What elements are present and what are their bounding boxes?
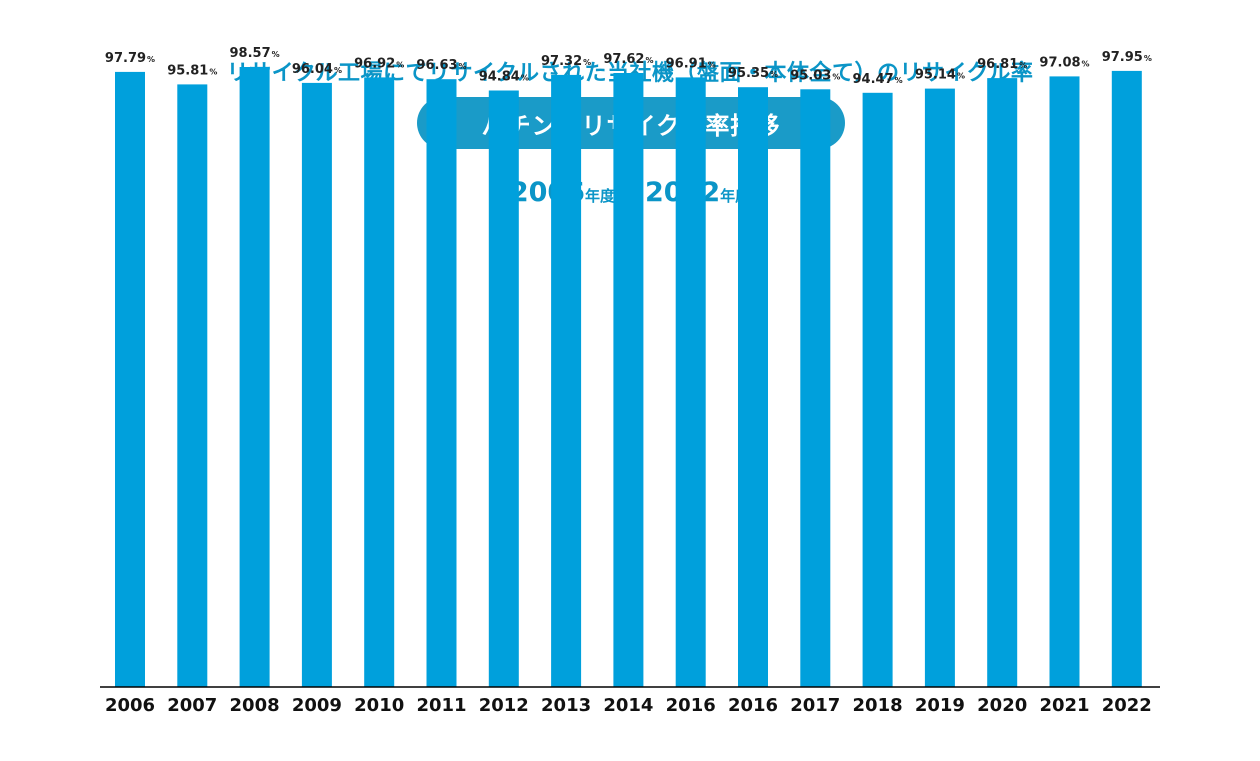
value-label-2020: 96.81% xyxy=(977,57,1027,72)
value-label-2019: 95.14% xyxy=(915,68,965,83)
bar-2011 xyxy=(426,79,457,687)
bar-2020 xyxy=(987,78,1018,688)
bar-2016 xyxy=(738,87,768,687)
x-tick-label-2010: 2010 xyxy=(354,695,404,716)
bar-2021 xyxy=(1049,76,1080,687)
x-tick-label-2007: 2007 xyxy=(167,695,217,716)
value-labels-group: 97.79% 95.81% 98.57% 96.04% 96.92% 96.63% 94.8… xyxy=(105,46,1152,87)
value-label-2022: 97.95% xyxy=(1102,50,1152,65)
x-tick-label-2014: 2014 xyxy=(603,695,653,716)
bar-2010 xyxy=(364,77,395,687)
x-tick-label-2021: 2021 xyxy=(1039,695,1089,716)
bar-2007 xyxy=(177,84,208,687)
bar-2014 xyxy=(613,73,644,687)
x-tick-label-2011: 2011 xyxy=(416,695,466,716)
bar-2016 xyxy=(675,77,706,687)
value-label-2012: 94.84% xyxy=(479,70,529,85)
value-label-2013: 97.32% xyxy=(541,54,591,69)
x-tick-label-2016: 2016 xyxy=(728,695,778,716)
bar-2009 xyxy=(301,82,332,687)
x-tick-label-2006: 2006 xyxy=(105,695,155,716)
x-tick-label-2008: 2008 xyxy=(230,695,280,716)
bar-2008 xyxy=(239,67,270,687)
x-tick-label-2017: 2017 xyxy=(790,695,840,716)
x-tick-label-2013: 2013 xyxy=(541,695,591,716)
x-tick-label-2012: 2012 xyxy=(479,695,529,716)
value-label-2010: 96.92% xyxy=(354,56,404,71)
bar-2012 xyxy=(488,90,519,687)
period-start-unit: 年度 xyxy=(584,187,615,205)
value-label-2018: 94.47% xyxy=(853,72,903,87)
value-label-2008: 98.57% xyxy=(230,46,280,61)
bar-2017 xyxy=(800,89,831,688)
x-tick-label-2016: 2016 xyxy=(666,695,716,716)
value-label-2007: 95.81% xyxy=(167,63,217,78)
value-label-2014: 97.62% xyxy=(603,52,653,67)
value-label-2016: 96.91% xyxy=(666,56,716,71)
value-label-2006: 97.79% xyxy=(105,51,155,66)
value-label-2009: 96.04% xyxy=(292,62,342,77)
x-tick-labels-group: 2006 2007 2008 2009 2010 2011 2012 2013 2014 2016… xyxy=(105,695,1152,716)
bars-group xyxy=(115,67,1142,688)
value-label-2021: 97.08% xyxy=(1039,55,1089,70)
bar-2006 xyxy=(115,71,145,687)
x-tick-label-2022: 2022 xyxy=(1102,695,1152,716)
value-label-2017: 95.03% xyxy=(790,68,840,83)
value-label-2016: 95.35% xyxy=(728,66,778,81)
bar-2018 xyxy=(862,92,893,688)
bar-2013 xyxy=(551,74,582,687)
value-label-2011: 96.63% xyxy=(416,58,466,73)
x-tick-label-2009: 2009 xyxy=(292,695,342,716)
x-tick-label-2019: 2019 xyxy=(915,695,965,716)
x-tick-label-2020: 2020 xyxy=(977,695,1027,716)
x-tick-label-2018: 2018 xyxy=(853,695,903,716)
bar-2019 xyxy=(924,88,955,688)
bar-2022 xyxy=(1111,70,1142,687)
